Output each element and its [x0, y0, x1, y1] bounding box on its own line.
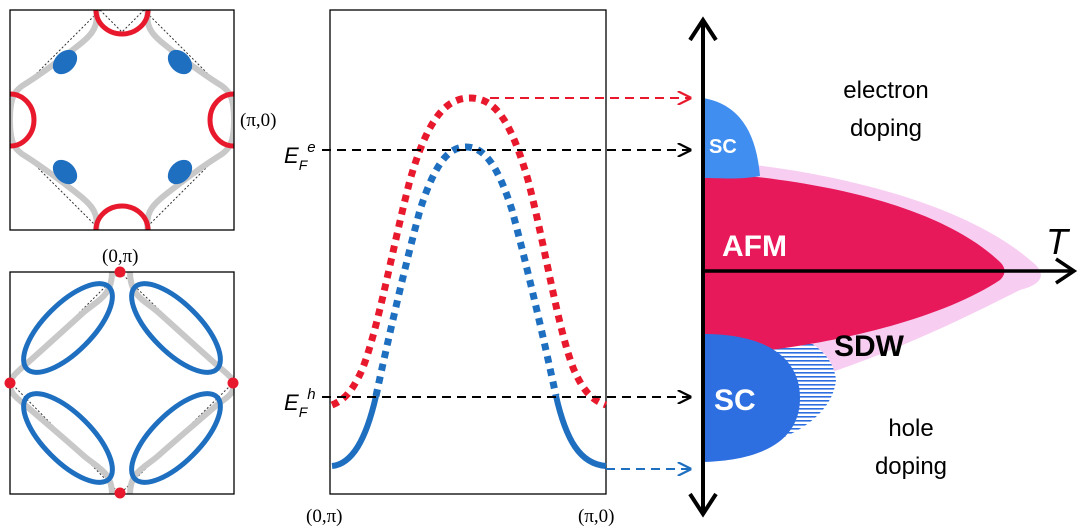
electron-doping-label-1: electron — [843, 77, 928, 104]
hole-doping-label-1: hole — [888, 415, 933, 442]
fermi-surface-hole-panel: (0,π) — [4, 246, 239, 499]
panel-frame — [9, 271, 235, 495]
x-label-zero-pi: (0,π) — [306, 506, 343, 527]
zone-diagonals — [10, 272, 234, 494]
sc-bottom-label: SC — [714, 384, 756, 417]
hole-band-dotted — [372, 143, 560, 397]
panel-frame — [329, 9, 607, 495]
electron-doping-label-2: doping — [850, 115, 922, 142]
axis-arrow-down — [688, 492, 718, 518]
dashed-arrows — [322, 98, 690, 469]
electron-band-curve — [330, 94, 608, 409]
zone-diagonals — [10, 10, 234, 230]
sc-top-dome — [703, 98, 760, 179]
pi-zero-label: (π,0) — [240, 110, 277, 131]
fermi-surface-electron-panel: (π,0) — [9, 9, 277, 231]
phase-diagram: T electron doping hole doping AFM SDW SC… — [688, 16, 1078, 518]
gray-fermi-contour — [10, 10, 234, 230]
sdw-label: SDW — [834, 330, 905, 363]
sc-bottom-dome — [703, 334, 800, 462]
hole-doping-label-2: doping — [875, 453, 947, 480]
fermi-level-electron-label: EFe — [284, 139, 316, 173]
zero-pi-label: (0,π) — [102, 246, 139, 267]
blue-hole-pockets — [52, 49, 193, 185]
afm-dome — [703, 172, 1005, 356]
panel-frame — [9, 9, 235, 231]
t-axis-arrow — [1055, 257, 1078, 285]
gray-fermi-contour — [10, 272, 234, 494]
hole-band-solid-right — [553, 395, 607, 469]
x-label-pi-zero: (π,0) — [578, 506, 615, 527]
axis-arrow-up — [688, 16, 718, 42]
band-dispersion-panel: EFe EFh (0,π) (π,0) — [284, 9, 615, 527]
sc-top-label: SC — [709, 136, 737, 158]
red-electron-pockets — [10, 10, 234, 230]
fermi-level-hole-label: EFh — [284, 386, 316, 420]
blue-hole-ellipses — [21, 281, 223, 485]
hole-band-solid-left — [331, 395, 379, 469]
temperature-label: T — [1046, 221, 1071, 262]
afm-label: AFM — [722, 230, 787, 263]
red-high-symmetry-points — [4, 266, 239, 499]
